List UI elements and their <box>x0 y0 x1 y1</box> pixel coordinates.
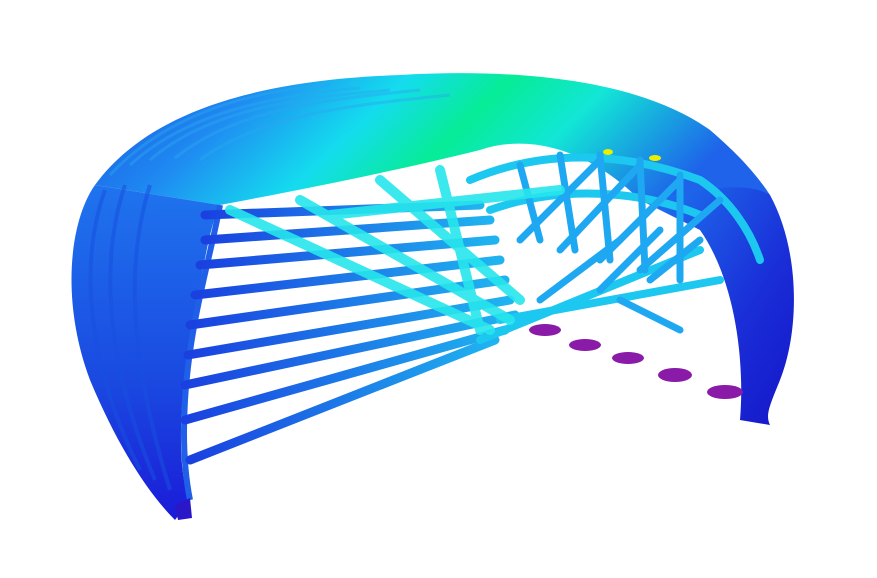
base-pads <box>529 324 743 399</box>
hotspots <box>603 149 661 161</box>
roof-ribs <box>108 83 451 177</box>
left-foot <box>175 498 192 520</box>
truss-diagonals <box>516 151 724 334</box>
roof-bracing <box>225 165 565 335</box>
shell-roof <box>95 73 770 205</box>
tie-bars <box>180 200 520 465</box>
left-wall-ribs <box>88 184 172 491</box>
